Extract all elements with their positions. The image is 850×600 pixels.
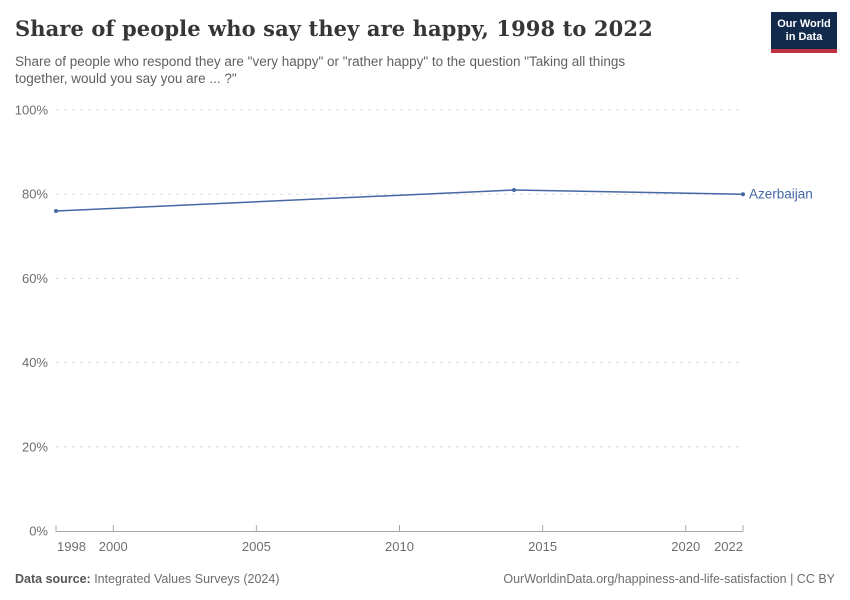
y-axis-tick-label: 40% bbox=[22, 355, 48, 370]
x-axis-tick-label: 2022 bbox=[714, 539, 743, 554]
x-axis-tick-label: 2005 bbox=[242, 539, 271, 554]
series-label[interactable]: Azerbaijan bbox=[749, 187, 813, 202]
y-axis-tick-label: 20% bbox=[22, 439, 48, 454]
y-axis-tick-label: 60% bbox=[22, 271, 48, 286]
owid-logo: Our World in Data bbox=[771, 12, 837, 53]
footer-data-source-label: Data source: bbox=[15, 572, 91, 586]
chart-subtitle-line-2: together, would you say you are ... ?" bbox=[15, 71, 237, 86]
data-line bbox=[55, 189, 744, 212]
x-axis-tick-label: 1998 bbox=[57, 539, 86, 554]
chart-subtitle-line-1: Share of people who respond they are "ve… bbox=[15, 54, 626, 69]
footer-data-source: Data source: Integrated Values Surveys (… bbox=[15, 572, 280, 586]
x-axis-tick-label: 2010 bbox=[385, 539, 414, 554]
x-axis-tick-label: 2000 bbox=[99, 539, 128, 554]
footer-data-source-text: Integrated Values Surveys (2024) bbox=[90, 572, 280, 586]
x-axis-tick-label: 2015 bbox=[528, 539, 557, 554]
data-point bbox=[741, 192, 745, 197]
y-axis-tick-label: 0% bbox=[29, 524, 48, 539]
data-point bbox=[54, 209, 58, 213]
chart-footer: Data source: Integrated Values Surveys (… bbox=[15, 572, 835, 586]
owid-logo-line-2: in Data bbox=[785, 30, 823, 43]
y-axis-tick-label: 100% bbox=[15, 103, 49, 118]
data-point bbox=[512, 188, 516, 192]
owid-logo-line-1: Our World bbox=[777, 17, 831, 30]
chart-subtitle: Share of people who respond they are "ve… bbox=[15, 53, 625, 87]
x-axis-tick-label: 2020 bbox=[671, 539, 700, 554]
y-axis-tick-label: 80% bbox=[22, 187, 48, 202]
footer-license: OurWorldinData.org/happiness-and-life-sa… bbox=[503, 572, 835, 586]
chart-title: Share of people who say they are happy, … bbox=[15, 16, 653, 41]
